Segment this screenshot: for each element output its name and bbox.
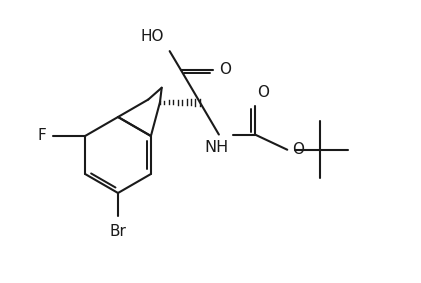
Text: F: F: [37, 128, 46, 143]
Text: O: O: [219, 63, 231, 78]
Text: NH: NH: [205, 140, 229, 155]
Text: Br: Br: [109, 224, 126, 239]
Text: HO: HO: [140, 29, 164, 44]
Text: O: O: [257, 85, 269, 100]
Text: O: O: [292, 142, 304, 157]
